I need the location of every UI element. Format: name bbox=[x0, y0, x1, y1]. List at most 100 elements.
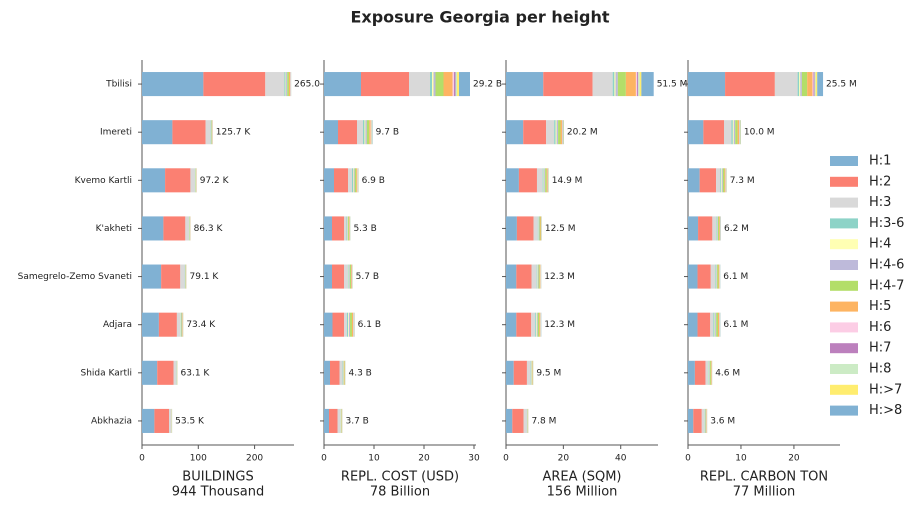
y-tick-label: Imereti bbox=[100, 128, 132, 138]
bar-segment bbox=[799, 72, 801, 97]
bar-segment bbox=[717, 312, 720, 337]
bar-segment bbox=[542, 168, 544, 193]
bar-segment bbox=[545, 168, 547, 193]
bar-segment bbox=[716, 216, 717, 241]
bar-segment bbox=[286, 72, 288, 97]
bar-segment bbox=[800, 72, 802, 97]
y-tick-label: Adjara bbox=[103, 320, 132, 330]
bar-segment bbox=[538, 264, 540, 289]
bar-segment bbox=[535, 312, 537, 337]
bar-segment bbox=[536, 264, 538, 289]
bar-segment bbox=[409, 72, 430, 97]
bar-segment bbox=[265, 72, 285, 97]
x-tick-label: 0 bbox=[685, 454, 691, 464]
bar-segment bbox=[709, 360, 711, 385]
bar-segment bbox=[332, 312, 344, 337]
legend-label: H:6 bbox=[869, 320, 891, 335]
total-label: 25.5 M bbox=[826, 80, 857, 90]
bar-segment bbox=[354, 168, 357, 193]
bar-segment bbox=[288, 72, 291, 97]
bar-segment bbox=[366, 120, 370, 145]
bar-segment bbox=[705, 408, 707, 433]
total-label: 3.7 B bbox=[346, 416, 369, 426]
bar-segment bbox=[516, 264, 532, 289]
bar-segment bbox=[344, 216, 347, 241]
bar-segment bbox=[339, 360, 343, 385]
bar-segment bbox=[350, 312, 352, 337]
bar-segment bbox=[158, 312, 177, 337]
bar-segment bbox=[688, 408, 694, 433]
total-label: 265.0 K bbox=[294, 80, 330, 90]
bar-segment bbox=[347, 312, 349, 337]
bar-segment bbox=[688, 360, 695, 385]
bar-segment bbox=[558, 120, 561, 145]
x-axis-total: 78 Billion bbox=[370, 485, 430, 500]
bar-segment bbox=[352, 168, 353, 193]
y-tick-label: Shida Kartli bbox=[81, 368, 133, 378]
bar-segment bbox=[443, 72, 453, 97]
bar-segment bbox=[329, 408, 338, 433]
bar-segment bbox=[365, 120, 367, 145]
total-label: 6.2 M bbox=[724, 224, 749, 234]
bar-segment bbox=[694, 360, 706, 385]
legend-label: H:4-7 bbox=[869, 278, 904, 293]
bar-segment bbox=[537, 264, 539, 289]
bar-segment bbox=[516, 312, 532, 337]
bar-segment bbox=[721, 168, 723, 193]
bar-segment bbox=[539, 264, 541, 289]
y-tick-label: Kvemo Kartli bbox=[75, 176, 132, 186]
bar-segment bbox=[455, 72, 457, 97]
bar-segment bbox=[457, 72, 459, 97]
legend-swatch bbox=[830, 176, 858, 187]
bar-segment bbox=[533, 216, 538, 241]
bar-segment bbox=[369, 120, 371, 145]
total-label: 12.5 M bbox=[545, 224, 576, 234]
bar-segment bbox=[701, 408, 705, 433]
y-tick-label: Samegrelo-Zemo Svaneti bbox=[18, 272, 132, 282]
bar-segment bbox=[715, 312, 717, 337]
legend-swatch bbox=[830, 197, 858, 208]
bar-segment bbox=[348, 312, 351, 337]
bar-segment bbox=[363, 120, 365, 145]
x-tick-label: 40 bbox=[615, 454, 627, 464]
bar-segment bbox=[526, 360, 531, 385]
bar-segment bbox=[546, 120, 555, 145]
legend-label: H:>8 bbox=[869, 403, 902, 418]
total-label: 5.3 B bbox=[353, 224, 376, 234]
total-label: 29.2 B bbox=[473, 80, 502, 90]
bar-segment bbox=[715, 264, 716, 289]
x-tick-label: 20 bbox=[418, 454, 430, 464]
bar-segment bbox=[356, 168, 358, 193]
x-tick-label: 10 bbox=[368, 454, 380, 464]
bar-segment bbox=[364, 120, 366, 145]
bar-segment bbox=[722, 168, 725, 193]
total-label: 4.6 M bbox=[715, 368, 740, 378]
bar-segment bbox=[341, 408, 342, 433]
bar-segment bbox=[163, 216, 186, 241]
bar-segment bbox=[708, 360, 709, 385]
bar-segment bbox=[712, 216, 717, 241]
bar-segment bbox=[718, 264, 720, 289]
bar-segment bbox=[435, 72, 444, 97]
x-axis-total: 156 Million bbox=[547, 485, 618, 500]
bar-segment bbox=[361, 72, 409, 97]
bar-segment bbox=[506, 168, 519, 193]
bar-segment bbox=[452, 72, 454, 97]
bar-segment bbox=[531, 360, 533, 385]
bar-segment bbox=[344, 264, 348, 289]
bar-segment bbox=[324, 264, 332, 289]
legend-swatch bbox=[830, 218, 858, 229]
bar-segment bbox=[717, 264, 719, 289]
legend-swatch bbox=[830, 405, 858, 416]
legend-swatch bbox=[830, 384, 858, 395]
bar-segment bbox=[544, 168, 546, 193]
bar-segment bbox=[154, 408, 170, 433]
bar-segment bbox=[285, 72, 287, 97]
bar-segment bbox=[732, 120, 734, 145]
total-label: 3.6 M bbox=[710, 416, 735, 426]
bar-segment bbox=[713, 312, 715, 337]
bar-segment bbox=[344, 312, 347, 337]
legend-swatch bbox=[830, 260, 858, 270]
bar-segment bbox=[537, 312, 540, 337]
bar-segment bbox=[205, 120, 211, 145]
